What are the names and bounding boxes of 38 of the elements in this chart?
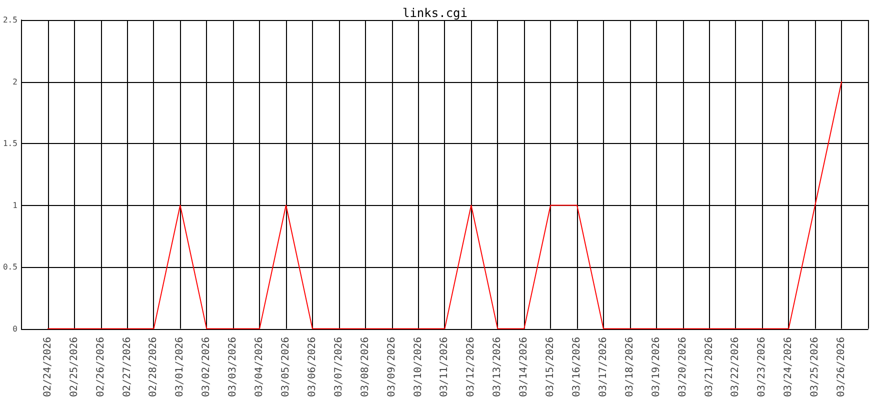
x-tick-label: 02/26/2026 xyxy=(95,336,106,398)
x-tick-label: 03/09/2026 xyxy=(386,336,398,398)
x-tick-label: 03/22/2026 xyxy=(730,336,742,398)
x-tick-label: 02/28/2026 xyxy=(148,336,160,398)
x-tick-label: 03/16/2026 xyxy=(572,336,582,398)
x-tick-label: 03/04/2026 xyxy=(254,336,266,398)
x-tick-label: 03/21/2026 xyxy=(704,336,715,398)
x-tick-label: 02/27/2026 xyxy=(122,336,133,398)
y-tick-label: 0 xyxy=(12,324,18,334)
x-tick-label: 03/14/2026 xyxy=(518,336,530,398)
x-tick-label: 03/12/2026 xyxy=(466,336,477,398)
x-tick-label: 02/25/2026 xyxy=(68,336,80,398)
x-tick-label: 03/17/2026 xyxy=(598,336,609,398)
x-tick-label: 02/24/2026 xyxy=(42,336,54,398)
y-tick-label: 2.5 xyxy=(2,16,18,24)
x-tick-label: 03/10/2026 xyxy=(412,336,424,398)
x-tick-label: 03/07/2026 xyxy=(333,336,344,398)
x-tick-label: 03/26/2026 xyxy=(836,336,848,398)
x-tick-label: 03/18/2026 xyxy=(624,336,636,398)
x-tick-label: 03/20/2026 xyxy=(677,336,688,398)
x-tick-label: 03/24/2026 xyxy=(783,336,794,398)
x-tick-label: 03/15/2026 xyxy=(545,336,556,398)
y-tick-label: 2 xyxy=(12,77,18,86)
x-tick-label: 03/25/2026 xyxy=(810,336,821,398)
x-tick-label: 03/06/2026 xyxy=(306,336,318,398)
x-tick-label: 03/08/2026 xyxy=(360,336,371,398)
y-tick-label: 1.5 xyxy=(2,139,18,148)
x-tick-label: 03/03/2026 xyxy=(228,336,239,398)
y-tick-label: 1 xyxy=(12,200,18,210)
x-tick-label: 03/11/2026 xyxy=(439,336,450,398)
x-tick-label: 03/02/2026 xyxy=(201,336,212,398)
x-tick-label: 03/01/2026 xyxy=(174,336,186,398)
x-tick-label: 03/23/2026 xyxy=(756,336,768,398)
chart-title: links.cgi xyxy=(402,6,468,20)
x-tick-label: 03/13/2026 xyxy=(492,336,504,398)
y-tick-label: 0.5 xyxy=(2,262,18,272)
x-tick-label: 03/19/2026 xyxy=(650,336,662,398)
x-tick-label: 03/05/2026 xyxy=(280,336,292,398)
